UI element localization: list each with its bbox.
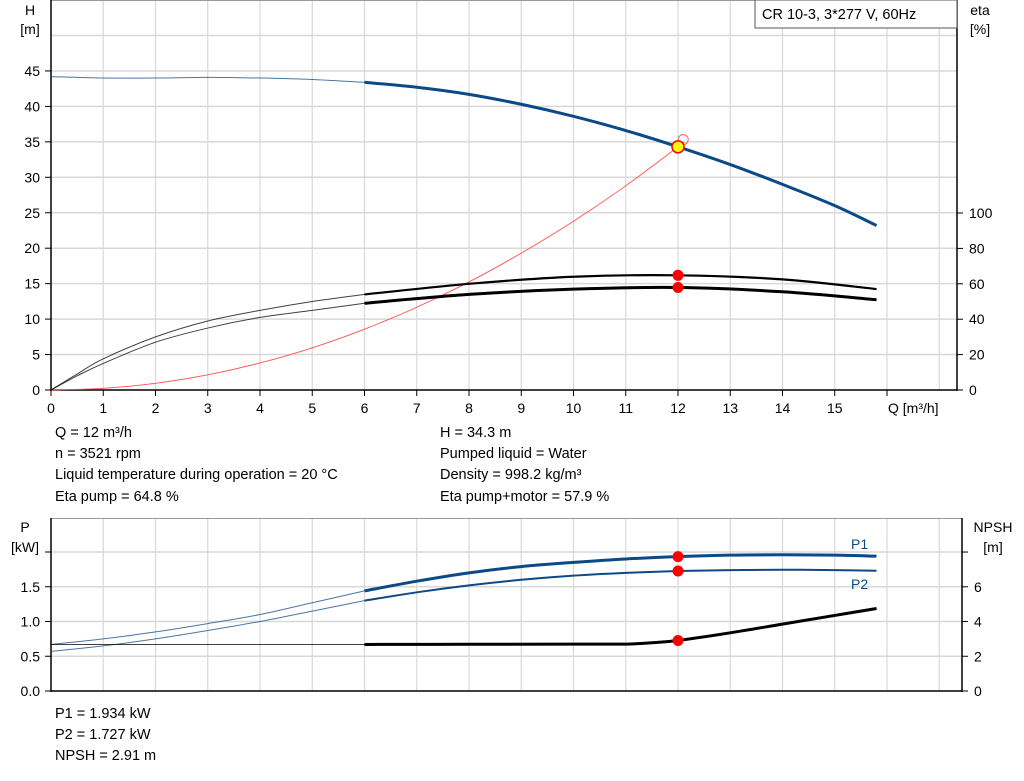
info-head: H = 34.3 m xyxy=(440,425,512,441)
info-p1: P1 = 1.934 kW xyxy=(55,706,151,722)
npsh-tick-label: 2 xyxy=(974,648,982,664)
eta-tick-label: 40 xyxy=(969,311,985,327)
info-flow: Q = 12 m³/h xyxy=(55,425,132,441)
model-label: CR 10-3, 3*277 V, 60Hz xyxy=(762,7,916,23)
system-curve xyxy=(50,141,685,391)
x-tick-label: 11 xyxy=(618,400,633,416)
info-temperature: Liquid temperature during operation = 20… xyxy=(55,467,338,483)
p-axis-label: P xyxy=(20,519,29,535)
eta-pump-motor-marker xyxy=(672,282,684,294)
p-tick-label: 1.5 xyxy=(21,579,41,595)
info-liquid: Pumped liquid = Water xyxy=(440,446,587,462)
npsh-axis-unit: [m] xyxy=(983,539,1002,555)
x-tick-label: 7 xyxy=(413,400,421,416)
x-axis-label: Q [m³/h] xyxy=(888,400,939,416)
p2-marker xyxy=(672,565,684,577)
y-tick-label: 20 xyxy=(24,240,40,256)
info-npsh: NPSH = 2.91 m xyxy=(55,748,157,764)
p2-curve-thick xyxy=(364,568,877,602)
info-density: Density = 998.2 kg/m³ xyxy=(440,467,582,483)
p2-curve-thin xyxy=(50,600,365,652)
performance-chart: 0 1 2 3 4 5 6 7 8 9 10 11 12 13 14 15 Q [m³/h]0510152025… xyxy=(20,0,993,416)
x-tick-label: 15 xyxy=(827,400,843,416)
eta-tick-label: 100 xyxy=(969,205,993,221)
eta-tick-label: 60 xyxy=(969,276,985,292)
x-tick-label: 6 xyxy=(361,400,369,416)
p1-label: P1 xyxy=(851,536,868,552)
p1-curve-thick xyxy=(364,553,877,593)
eta-pump-curve-thin xyxy=(50,293,365,391)
npsh-curve-thick xyxy=(364,607,877,646)
y-tick-label: 25 xyxy=(24,205,40,221)
x-tick-label: 9 xyxy=(517,400,525,416)
npsh-tick-label: 6 xyxy=(974,579,982,595)
eta-axis-unit: [%] xyxy=(970,21,990,37)
y-tick-label: 35 xyxy=(24,134,40,150)
p-axis-unit: [kW] xyxy=(11,539,39,555)
y-tick-label: 30 xyxy=(24,169,40,185)
p-tick-label: 0.0 xyxy=(21,683,41,699)
y-axis-label: H xyxy=(25,2,35,18)
model-label-box xyxy=(754,0,958,29)
x-tick-label: 12 xyxy=(670,400,686,416)
npsh-axis-label: NPSH xyxy=(974,519,1013,535)
y-tick-label: 45 xyxy=(24,63,40,79)
x-tick-label: 5 xyxy=(308,400,316,416)
eta-pump-motor-curve-thin xyxy=(50,302,365,391)
npsh-tick-label: 0 xyxy=(974,683,982,699)
x-tick-label: 8 xyxy=(465,400,473,416)
eta-tick-label: 0 xyxy=(969,382,977,398)
eta-pump-marker xyxy=(672,269,684,281)
x-tick-label: 1 xyxy=(99,400,107,416)
y-tick-label: 0 xyxy=(32,382,40,398)
info-eta-pump: Eta pump = 64.8 % xyxy=(55,489,179,505)
x-tick-label: 14 xyxy=(775,400,791,416)
duty-point-marker xyxy=(671,140,685,154)
y-tick-label: 10 xyxy=(24,311,40,327)
x-tick-label: 13 xyxy=(722,400,738,416)
eta-tick-label: 80 xyxy=(969,240,985,256)
p-tick-label: 0.5 xyxy=(21,648,41,664)
p1-curve-thin xyxy=(50,590,365,645)
y-tick-label: 40 xyxy=(24,98,40,114)
p2-label: P2 xyxy=(851,576,868,592)
eta-pump-motor-curve-thick xyxy=(364,285,877,305)
info-p2: P2 = 1.727 kW xyxy=(55,727,151,743)
x-tick-label: 4 xyxy=(256,400,264,416)
x-tick-label: 0 xyxy=(47,400,55,416)
info-eta-pump-motor: Eta pump+motor = 57.9 % xyxy=(440,489,610,505)
npsh-marker xyxy=(672,634,684,646)
head-curve-thick xyxy=(364,80,878,227)
x-tick-label: 10 xyxy=(566,400,582,416)
y-tick-label: 5 xyxy=(32,347,40,363)
npsh-tick-label: 4 xyxy=(974,614,982,630)
p-tick-label: 1.0 xyxy=(21,614,41,630)
x-tick-label: 3 xyxy=(204,400,212,416)
eta-axis-label: eta xyxy=(970,2,990,18)
head-curve-thin xyxy=(50,76,365,83)
y-tick-label: 15 xyxy=(24,276,40,292)
eta-pump-curve-thick xyxy=(364,274,877,296)
eta-tick-label: 20 xyxy=(969,347,985,363)
y-axis-unit: [m] xyxy=(20,21,39,37)
p1-marker xyxy=(672,551,684,563)
info-speed: n = 3521 rpm xyxy=(55,446,141,462)
x-tick-label: 2 xyxy=(152,400,160,416)
